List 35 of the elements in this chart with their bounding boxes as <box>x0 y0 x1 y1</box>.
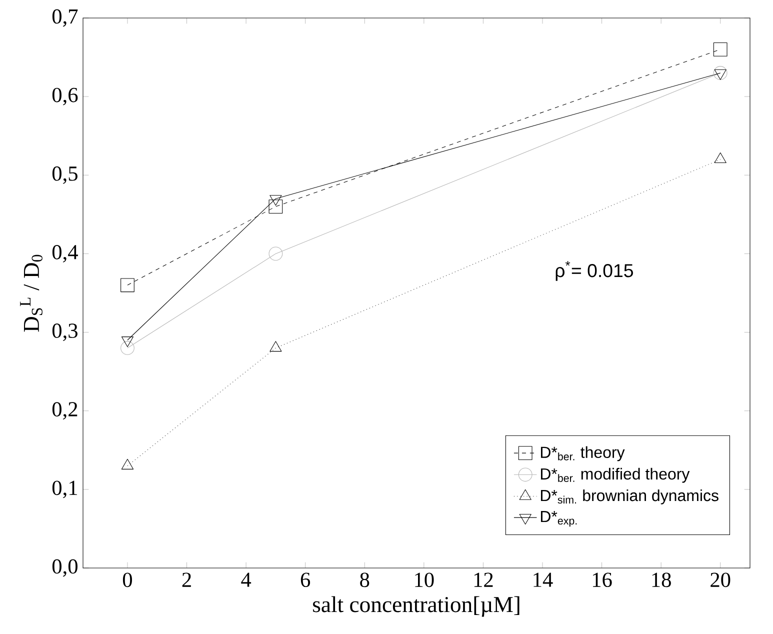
y-tick-label: 0,7 <box>52 9 78 27</box>
point <box>268 200 283 214</box>
y-tick-label: 0,2 <box>52 402 78 420</box>
x-tick-label: 16 <box>593 572 612 588</box>
x-tick-label: 4 <box>241 572 252 587</box>
y-axis-title: D$_{S}$$^{L}$ / D$_{0}$ <box>20 254 42 332</box>
y-tick-label: 0,5 <box>52 166 78 184</box>
point <box>270 341 282 352</box>
y-tick-label: 0,3 <box>52 324 78 342</box>
x-axis-title: salt concentration[µM] <box>313 596 520 617</box>
x-tick-label: 14 <box>534 572 553 587</box>
x-tick-label: 18 <box>652 572 671 588</box>
legend-label: D*$_{ber.}$ modified theory <box>540 468 690 483</box>
point <box>268 246 283 261</box>
point <box>120 341 134 355</box>
x-tick-label: 6 <box>300 572 310 588</box>
point <box>714 69 726 80</box>
legend-label: D*$_{ber.}$ theory <box>540 446 625 462</box>
legend-label: D*$_{sim.}$ brownian dynamics <box>540 489 718 504</box>
x-tick-label: 0 <box>122 572 132 588</box>
point <box>713 66 728 80</box>
y-tick-label: 0,1 <box>52 480 78 498</box>
y-tick-label: 0,6 <box>52 88 78 106</box>
legend-label: D*$_{exp.}$ <box>540 511 577 527</box>
x-tick-label: 10 <box>415 572 434 588</box>
point <box>121 458 134 470</box>
x-tick-label: 8 <box>360 572 370 588</box>
y-tick-label: 0,4 <box>52 244 78 262</box>
x-tick-label: 20 <box>710 572 730 588</box>
point <box>120 278 134 292</box>
x-tick-label: 2 <box>182 572 191 587</box>
point <box>713 42 728 56</box>
y-tick-label: 0,0 <box>52 559 78 577</box>
annotation: ρ$^{*}$= 0.015 <box>556 261 633 281</box>
x-tick-label: 12 <box>474 572 493 587</box>
